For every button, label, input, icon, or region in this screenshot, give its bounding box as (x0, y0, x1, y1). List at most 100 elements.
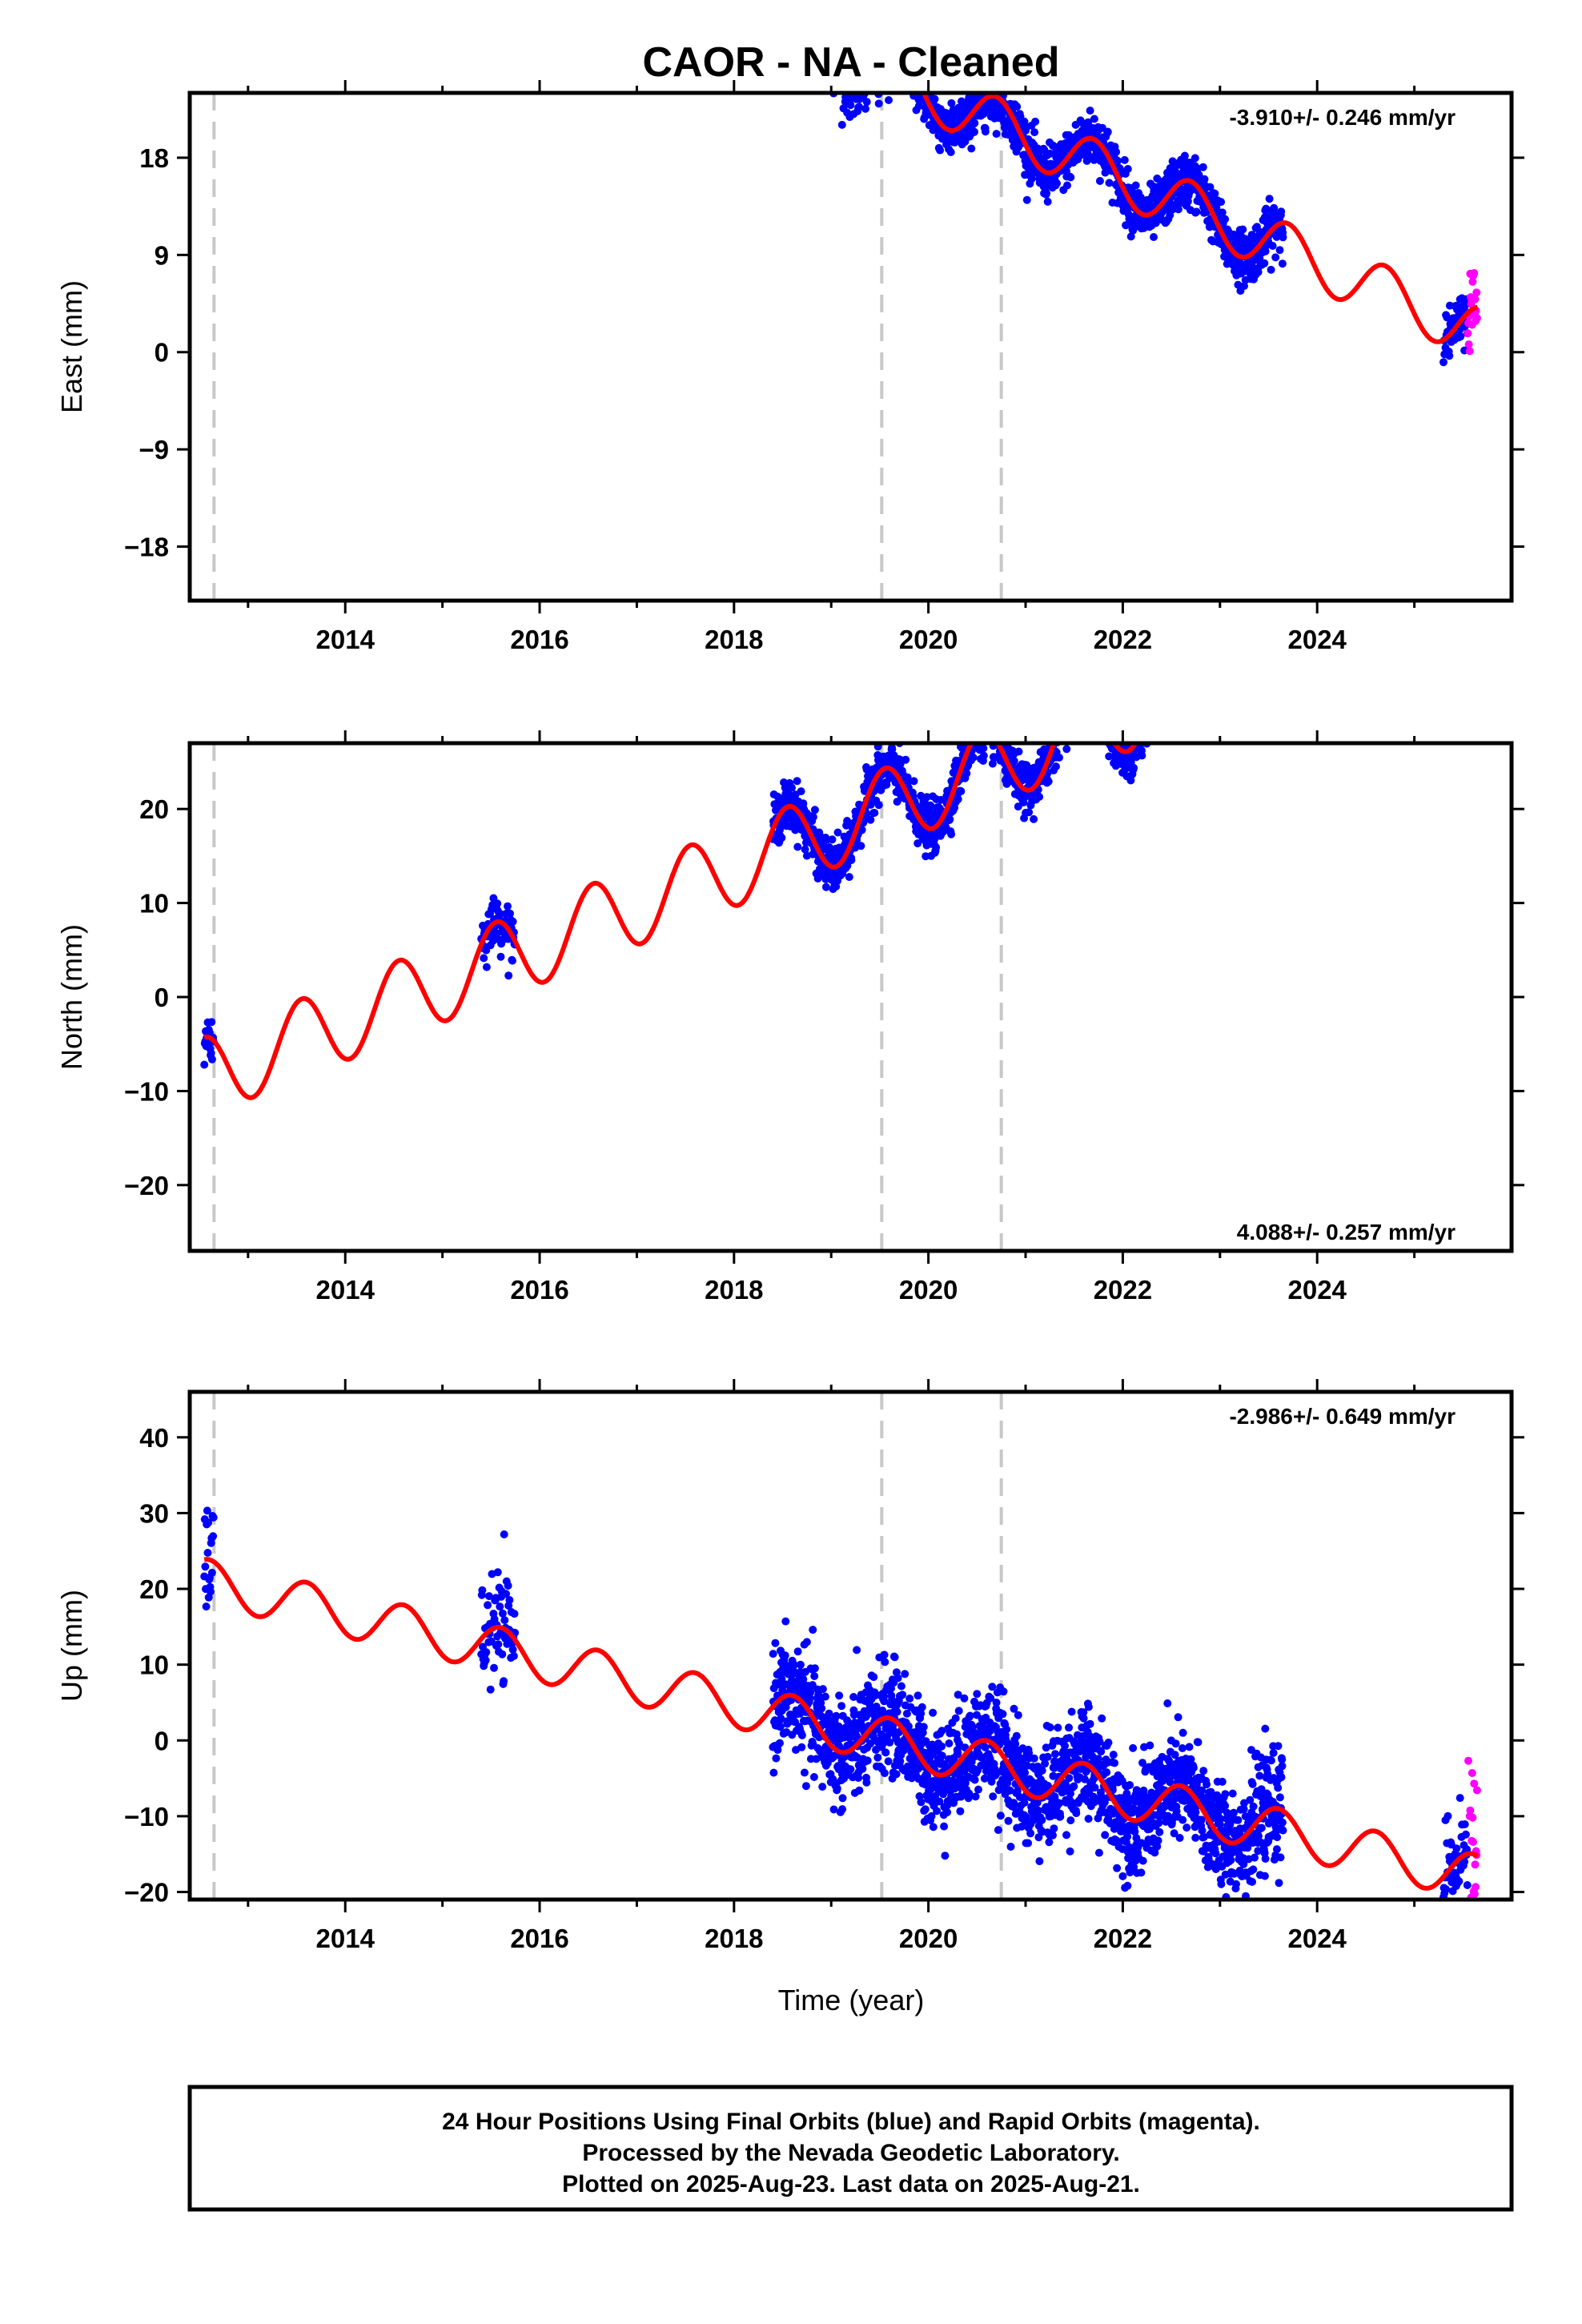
data-point (1162, 667, 1170, 675)
data-point (1073, 700, 1081, 708)
data-point (1185, 656, 1193, 664)
data-point (1070, 695, 1078, 703)
data-point (1211, 700, 1219, 708)
data-point (486, 1685, 495, 1694)
data-point (1131, 723, 1139, 731)
data-point (982, 715, 990, 723)
data-point (1204, 689, 1212, 697)
data-point (1112, 147, 1121, 156)
y-tick-label: 9 (155, 240, 169, 270)
data-point (1278, 259, 1287, 268)
data-point (986, 717, 994, 725)
data-point (1462, 535, 1470, 543)
data-point (1266, 609, 1274, 617)
data-point (789, 21, 797, 29)
data-point (863, 1756, 872, 1765)
panel-north: 2014 2016 2018 2020 2022 202420100−10−20North… (55, 535, 1524, 1305)
data-point (1146, 695, 1154, 703)
data-point (1211, 712, 1219, 720)
data-point (1178, 653, 1186, 661)
data-point (1184, 657, 1192, 665)
data-point (509, 1651, 518, 1660)
data-point (1072, 694, 1080, 702)
data-point (1215, 698, 1223, 706)
data-point (1056, 714, 1064, 722)
data-point (794, 2, 802, 10)
data-point (1010, 757, 1018, 766)
data-point (1158, 673, 1166, 682)
data-point (1277, 609, 1285, 617)
data-point (777, 1675, 786, 1683)
data-point (962, 726, 970, 734)
data-point (778, 6, 786, 14)
data-point (946, 815, 954, 824)
data-point (974, 732, 982, 740)
data-point (1456, 540, 1464, 548)
data-point (1236, 697, 1244, 705)
data-point (1251, 673, 1259, 682)
data-point (793, 20, 801, 28)
data-point (1056, 710, 1064, 718)
data-point (806, 18, 814, 26)
data-point (1069, 694, 1077, 702)
data-point (1195, 709, 1203, 717)
data-point (978, 723, 986, 731)
data-point (947, 830, 956, 838)
data-point (1105, 715, 1113, 723)
data-point (1098, 718, 1106, 726)
data-point (982, 733, 990, 741)
data-point (1276, 611, 1284, 619)
data-point (795, 16, 803, 24)
data-point (1270, 624, 1278, 632)
data-point (1147, 695, 1155, 703)
data-point (779, 14, 787, 22)
data-point (1080, 675, 1088, 683)
data-point (1123, 165, 1132, 173)
data-point (803, 19, 811, 27)
data-point (771, 1638, 780, 1647)
data-point (1095, 722, 1103, 730)
data-point (1267, 265, 1275, 274)
data-point (970, 727, 978, 735)
data-point (1198, 690, 1206, 698)
data-point (1052, 734, 1060, 742)
data-point (1053, 723, 1061, 731)
data-point (1445, 567, 1453, 575)
data-point (1195, 675, 1203, 683)
data-point (1247, 649, 1255, 657)
data-point (1234, 701, 1242, 709)
data-point (207, 1587, 215, 1596)
data-point (969, 734, 977, 742)
data-point (1464, 340, 1473, 348)
data-point (496, 910, 504, 919)
data-point (1030, 814, 1038, 823)
x-tick-label: 2024 (1287, 625, 1347, 654)
data-point (1253, 629, 1261, 637)
data-point (810, 1664, 819, 1673)
data-point (813, 6, 821, 14)
data-point (1222, 707, 1230, 715)
data-point (1182, 624, 1191, 632)
data-point (1173, 640, 1181, 648)
data-point (1180, 653, 1188, 661)
data-point (890, 1653, 899, 1662)
data-point (987, 714, 995, 722)
data-point (1259, 607, 1267, 615)
data-point (1213, 698, 1221, 706)
data-point (975, 729, 983, 737)
x-tick-label: 2024 (1287, 1275, 1347, 1305)
data-point (769, 22, 777, 30)
data-point (1147, 689, 1155, 697)
data-point (1078, 684, 1086, 692)
data-point (1439, 608, 1447, 616)
data-point (983, 713, 991, 721)
data-point (991, 726, 999, 734)
data-point (1466, 569, 1474, 577)
data-point (984, 719, 992, 727)
data-point (1242, 703, 1250, 711)
data-point (1225, 708, 1233, 716)
data-point (1142, 715, 1150, 723)
data-point (1241, 668, 1249, 676)
data-point (1216, 702, 1224, 710)
